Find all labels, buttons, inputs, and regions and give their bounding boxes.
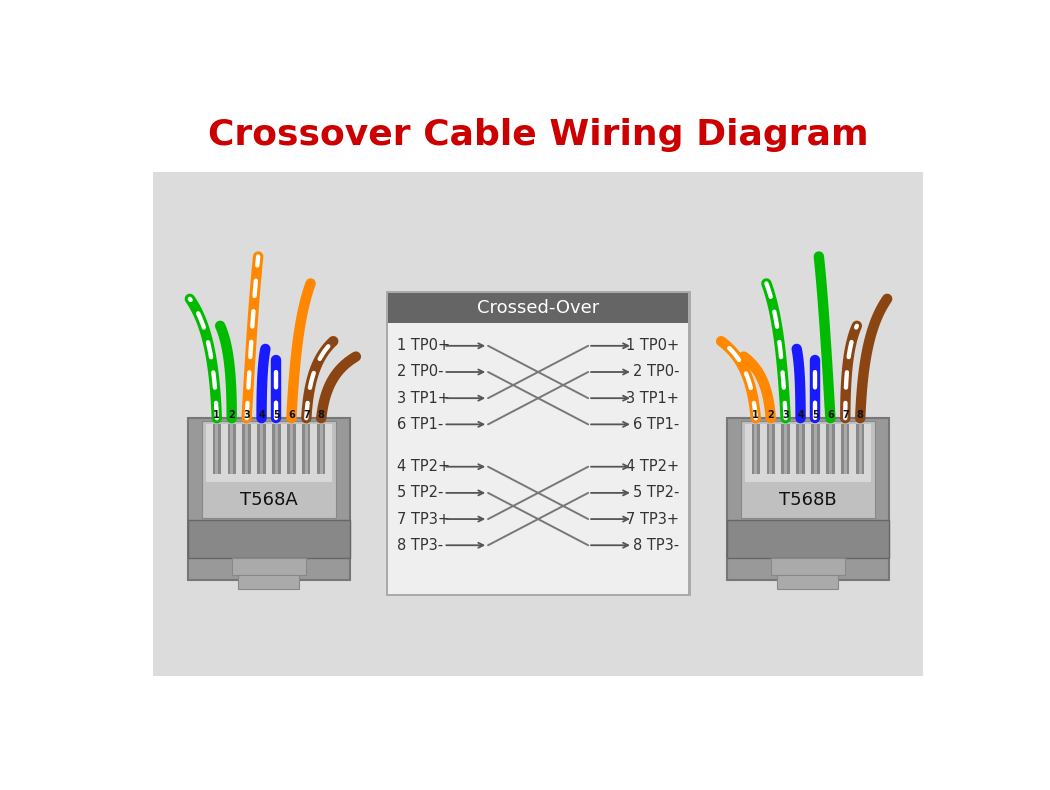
Bar — [388, 293, 689, 323]
Bar — [188, 520, 351, 559]
Bar — [317, 424, 326, 475]
Bar — [206, 424, 332, 483]
Bar — [385, 292, 691, 596]
Bar — [841, 424, 849, 475]
Text: 2: 2 — [228, 410, 235, 419]
Bar — [856, 424, 864, 475]
Bar — [771, 559, 844, 575]
Text: 6: 6 — [827, 410, 834, 419]
Text: T568B: T568B — [779, 491, 837, 510]
Text: 7: 7 — [303, 410, 310, 419]
Bar — [228, 424, 236, 475]
Text: 8: 8 — [318, 410, 324, 419]
Text: 2: 2 — [768, 410, 774, 419]
Bar — [153, 171, 923, 676]
Text: 5 TP2-: 5 TP2- — [397, 485, 443, 500]
Bar — [814, 424, 817, 475]
Text: 3: 3 — [244, 410, 250, 419]
Text: 1 TP0+: 1 TP0+ — [397, 338, 450, 353]
Bar — [243, 424, 251, 475]
Text: 2 TP0-: 2 TP0- — [632, 364, 679, 379]
Text: 6: 6 — [288, 410, 295, 419]
Text: 6 TP1-: 6 TP1- — [397, 417, 443, 432]
Bar — [320, 424, 322, 475]
Bar — [828, 424, 832, 475]
Bar — [230, 424, 233, 475]
Bar — [777, 575, 839, 589]
Text: 1 TP0+: 1 TP0+ — [626, 338, 679, 353]
Bar — [781, 424, 790, 475]
Bar — [784, 424, 788, 475]
Bar — [727, 418, 889, 580]
Bar — [272, 424, 280, 475]
Text: 7: 7 — [842, 410, 848, 419]
Text: 1: 1 — [213, 410, 220, 419]
Bar — [202, 421, 336, 518]
Bar — [288, 424, 295, 475]
Bar — [740, 421, 876, 518]
Text: 4: 4 — [258, 410, 265, 419]
Text: 3: 3 — [782, 410, 789, 419]
Text: 4 TP2+: 4 TP2+ — [397, 459, 450, 474]
Text: 8: 8 — [857, 410, 864, 419]
Bar — [799, 424, 802, 475]
Bar — [388, 323, 689, 594]
Text: 2 TP0-: 2 TP0- — [397, 364, 444, 379]
Bar — [257, 424, 266, 475]
Text: 4 TP2+: 4 TP2+ — [626, 459, 679, 474]
Text: Crossover Cable Wiring Diagram: Crossover Cable Wiring Diagram — [208, 118, 868, 152]
Bar — [796, 424, 804, 475]
Bar — [727, 520, 889, 559]
Bar — [302, 424, 311, 475]
Bar — [275, 424, 278, 475]
Bar — [844, 424, 846, 475]
Text: Crossed-Over: Crossed-Over — [477, 299, 600, 317]
Bar — [766, 424, 775, 475]
Bar — [290, 424, 293, 475]
Bar — [754, 424, 757, 475]
Text: 1: 1 — [753, 410, 759, 419]
Text: 5 TP2-: 5 TP2- — [633, 485, 679, 500]
Bar — [826, 424, 835, 475]
Text: 6 TP1-: 6 TP1- — [633, 417, 679, 432]
Bar — [304, 424, 308, 475]
Bar — [245, 424, 248, 475]
Bar — [215, 424, 218, 475]
Text: 3 TP1+: 3 TP1+ — [397, 391, 450, 406]
Text: 3 TP1+: 3 TP1+ — [626, 391, 679, 406]
Bar — [770, 424, 772, 475]
Text: 8 TP3-: 8 TP3- — [633, 538, 679, 553]
Bar — [260, 424, 264, 475]
Bar — [859, 424, 862, 475]
Text: 7 TP3+: 7 TP3+ — [397, 512, 450, 527]
Text: 5: 5 — [812, 410, 819, 419]
Bar — [812, 424, 820, 475]
Text: 4: 4 — [797, 410, 804, 419]
Bar — [212, 424, 220, 475]
Bar — [188, 418, 351, 580]
Bar — [752, 424, 760, 475]
Text: 8 TP3-: 8 TP3- — [397, 538, 443, 553]
Text: 5: 5 — [273, 410, 280, 419]
Text: 7 TP3+: 7 TP3+ — [626, 512, 679, 527]
Bar — [746, 424, 870, 483]
Bar — [237, 575, 299, 589]
Bar — [232, 559, 306, 575]
Text: T568A: T568A — [239, 491, 297, 510]
